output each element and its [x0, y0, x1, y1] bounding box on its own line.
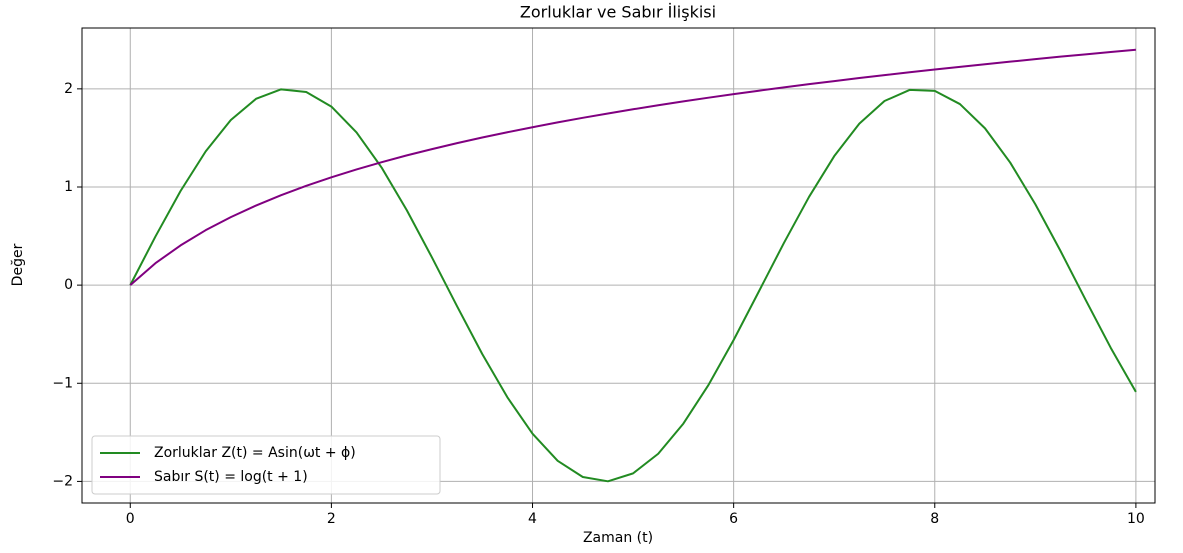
- legend-box: [91, 435, 441, 495]
- line-series: [129, 48, 1136, 286]
- line-series: [129, 88, 1137, 483]
- chart-title: Zorluklar ve Sabır İlişkisi: [520, 3, 716, 22]
- legend-label: Zorluklar Z(t) = Asin(ωt + ϕ): [154, 445, 356, 461]
- plot-frame: [81, 27, 1156, 504]
- x-tick-label: 2: [327, 511, 336, 527]
- x-tick-label: 0: [126, 511, 135, 527]
- x-tick-label: 10: [1127, 511, 1145, 527]
- x-tick-label: 8: [930, 511, 939, 527]
- y-tick-label: 0: [64, 277, 73, 293]
- x-tick-label: 6: [729, 511, 738, 527]
- y-axis-label: Değer: [10, 243, 26, 286]
- x-axis-label: Zaman (t): [583, 530, 653, 546]
- x-tick-label: 4: [528, 511, 537, 527]
- legend-label: Sabır S(t) = log(t + 1): [154, 469, 308, 485]
- y-tick-label: 1: [64, 179, 73, 195]
- y-tick-label: −2: [52, 473, 73, 489]
- y-tick-label: 2: [64, 81, 73, 97]
- y-tick-label: −1: [52, 375, 73, 391]
- legend: Zorluklar Z(t) = Asin(ωt + ϕ) Sabır S(t) …: [91, 435, 441, 495]
